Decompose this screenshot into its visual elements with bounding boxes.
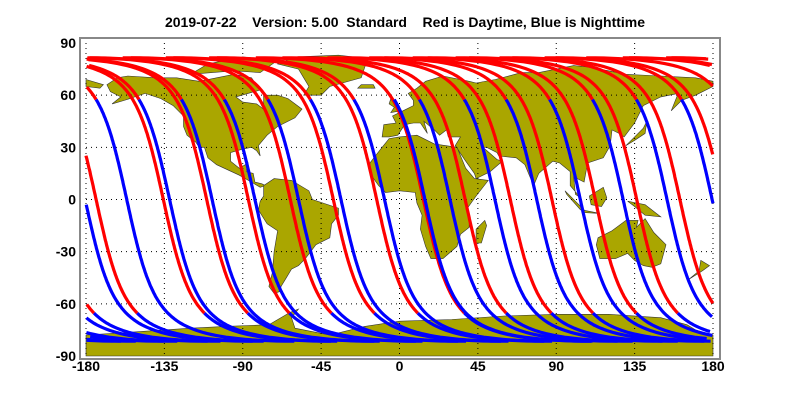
daytime-track-segment — [85, 303, 96, 315]
daytime-track-segment — [217, 56, 356, 101]
daytime-track-segment — [629, 56, 713, 67]
land-chukotka — [85, 79, 104, 89]
chart-title: 2019-07-22 Version: 5.00 Standard Red is… — [165, 14, 645, 30]
daytime-track-segment — [84, 155, 139, 315]
nighttime-track-segment — [417, 98, 618, 343]
daytime-track-segment — [88, 63, 141, 101]
land-sumatra — [564, 190, 585, 211]
y-tick-label: 90 — [60, 35, 76, 51]
y-tick-label: -30 — [56, 244, 76, 260]
x-tick-label: -90 — [233, 358, 253, 374]
daytime-track-segment — [499, 56, 638, 101]
nighttime-track-segment — [680, 98, 715, 204]
x-tick-label: 45 — [470, 358, 486, 374]
nighttime-track-segment — [591, 98, 713, 337]
daytime-track-segment — [86, 57, 183, 101]
x-tick-label: 135 — [623, 358, 647, 374]
y-tick-label: 30 — [60, 139, 76, 155]
ground-tracks — [84, 56, 715, 343]
nighttime-track-segment — [462, 98, 663, 343]
daytime-track-segment — [165, 56, 376, 315]
x-axis-ticks: -180 -135 -90 -45 0 45 90 135 180 — [72, 358, 725, 374]
daytime-track-segment — [555, 56, 715, 155]
nighttime-track-segment — [352, 98, 553, 343]
daytime-track-segment — [88, 58, 249, 315]
daytime-track-segment — [384, 56, 595, 315]
daytime-track-segment — [342, 56, 553, 315]
daytime-track-segment — [173, 56, 312, 101]
nighttime-track-segment — [85, 316, 208, 343]
daytime-track-segment — [412, 56, 551, 101]
nighttime-track-segment — [392, 98, 593, 343]
nighttime-track-segment — [548, 98, 706, 342]
daytime-track-segment — [130, 56, 270, 101]
nighttime-track-segment — [222, 98, 423, 343]
plot-frame — [79, 37, 721, 360]
daytime-track-segment — [122, 56, 333, 315]
daytime-track-segment — [327, 56, 466, 101]
daytime-track-segment — [512, 56, 715, 305]
daytime-track-segment — [209, 56, 419, 315]
land-borneo — [588, 186, 608, 207]
nighttime-track-segment — [89, 334, 164, 343]
x-tick-label: -135 — [150, 358, 178, 374]
y-tick-label: 60 — [60, 87, 76, 103]
nighttime-track-segment — [634, 98, 714, 318]
daytime-track-segment — [86, 64, 206, 315]
daytime-track-segment — [369, 56, 508, 101]
x-tick-label: 180 — [701, 358, 725, 374]
nighttime-track-segment — [86, 338, 121, 343]
gridlines — [85, 43, 714, 356]
land-new-guinea — [627, 200, 662, 218]
daytime-track-segment — [89, 56, 291, 315]
daytime-track-segment — [469, 56, 679, 315]
nighttime-track-segment — [504, 98, 705, 343]
nighttime-track-segment — [635, 311, 707, 341]
daytime-track-segment — [427, 56, 638, 315]
nighttime-track-segment — [180, 98, 380, 343]
nighttime-track-segment — [676, 311, 711, 334]
daytime-track-segment — [544, 56, 683, 101]
land-iceland — [356, 84, 376, 89]
nighttime-track-segment — [137, 98, 338, 343]
nighttime-track-segment — [266, 98, 466, 343]
y-axis-ticks: 90 60 30 0 -30 -60 -90 — [56, 35, 76, 364]
nighttime-track-segment — [94, 98, 295, 343]
nighttime-track-segment — [84, 204, 253, 343]
daytime-track-segment — [455, 56, 594, 101]
daytime-track-segment — [85, 86, 98, 101]
nighttime-track-segment — [308, 98, 509, 343]
land-madagascar — [475, 219, 487, 244]
y-tick-label: -90 — [56, 348, 76, 364]
daytime-track-segment — [87, 56, 226, 101]
x-tick-label: -45 — [311, 358, 331, 374]
x-tick-label: 90 — [548, 358, 564, 374]
y-tick-label: 0 — [68, 192, 76, 208]
daytime-track-segment — [297, 56, 508, 315]
y-tick-label: -60 — [56, 296, 76, 312]
x-tick-label: 0 — [396, 358, 404, 374]
x-tick-label: -180 — [72, 358, 100, 374]
daytime-track-segment — [282, 56, 421, 101]
daytime-track-segment — [671, 56, 706, 61]
